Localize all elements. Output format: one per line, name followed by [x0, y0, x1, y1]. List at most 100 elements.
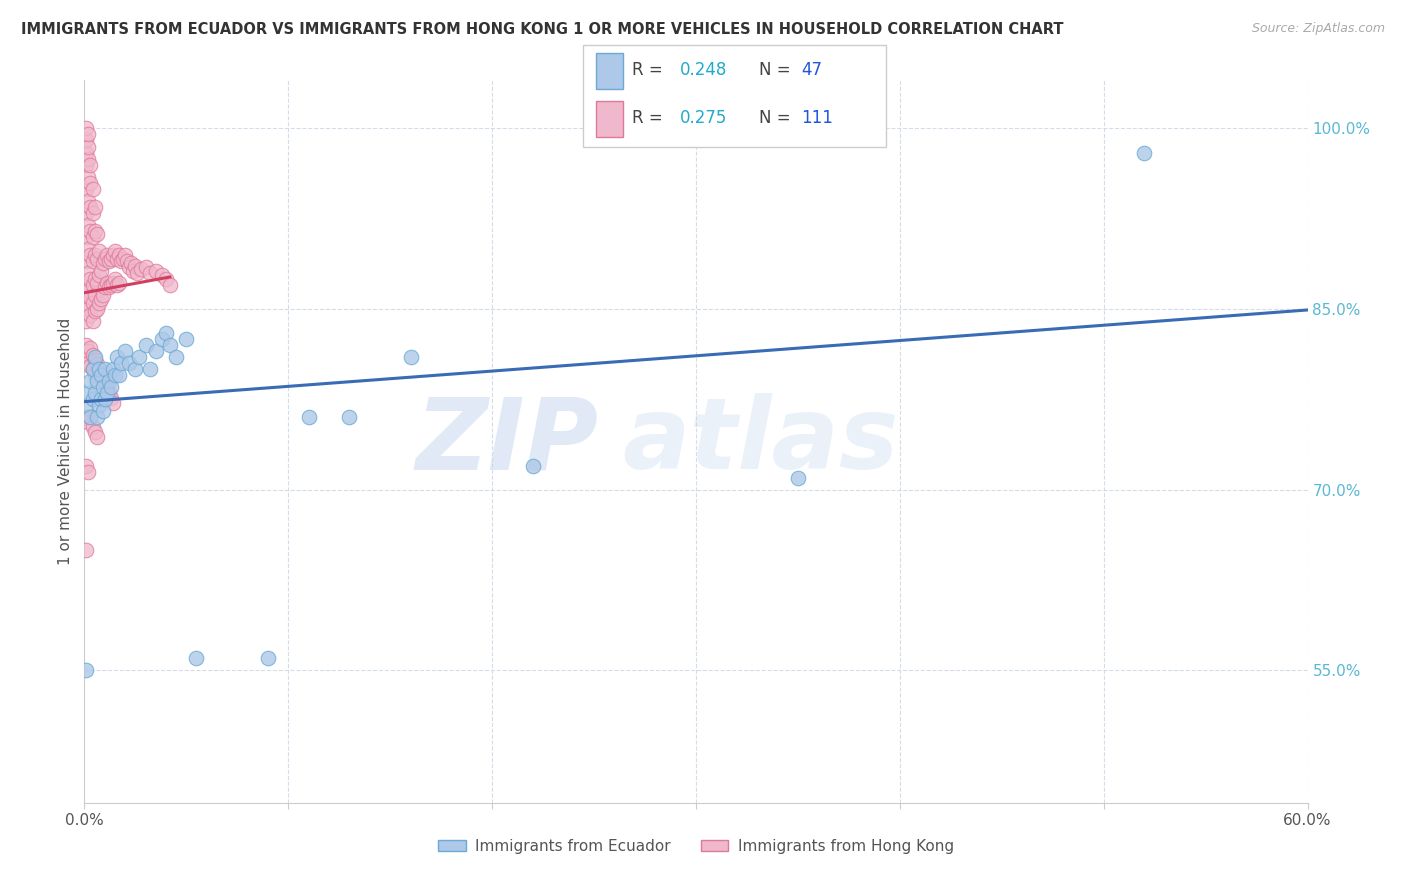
FancyBboxPatch shape — [596, 101, 623, 137]
Point — [77, 194, 100, 208]
Point — [87, 296, 110, 310]
Point — [83, 350, 105, 364]
Point — [77, 218, 100, 232]
Point — [75, 542, 97, 557]
Point — [75, 314, 97, 328]
Point — [150, 268, 173, 283]
Point — [186, 651, 208, 665]
Point — [75, 182, 97, 196]
Point — [114, 344, 136, 359]
Point — [96, 276, 118, 290]
Point — [77, 386, 100, 401]
Point — [174, 332, 197, 346]
Point — [339, 410, 361, 425]
Point — [91, 380, 114, 394]
Point — [75, 145, 97, 160]
Point — [77, 344, 100, 359]
Point — [75, 398, 97, 412]
Point — [82, 314, 104, 328]
Point — [83, 304, 105, 318]
Point — [399, 350, 422, 364]
Point — [86, 410, 108, 425]
Point — [83, 248, 105, 262]
Point — [108, 368, 131, 383]
Point — [110, 356, 132, 370]
Point — [75, 352, 97, 367]
Point — [104, 272, 127, 286]
Point — [79, 410, 101, 425]
Point — [79, 375, 101, 389]
Point — [122, 263, 145, 277]
Point — [96, 386, 118, 401]
Point — [79, 248, 101, 262]
Point — [77, 139, 100, 153]
Text: IMMIGRANTS FROM ECUADOR VS IMMIGRANTS FROM HONG KONG 1 OR MORE VEHICLES IN HOUSE: IMMIGRANTS FROM ECUADOR VS IMMIGRANTS FR… — [21, 22, 1063, 37]
Point — [150, 332, 173, 346]
Point — [118, 356, 141, 370]
Point — [90, 392, 112, 407]
Point — [77, 128, 100, 142]
Point — [96, 382, 118, 396]
Point — [75, 664, 97, 678]
Point — [131, 262, 153, 277]
Point — [138, 266, 160, 280]
Point — [155, 326, 177, 341]
Point — [86, 227, 108, 242]
Point — [77, 266, 100, 280]
Point — [135, 338, 157, 352]
Point — [145, 344, 167, 359]
Point — [135, 260, 157, 274]
Point — [86, 375, 108, 389]
Point — [75, 338, 97, 352]
Point — [87, 362, 110, 376]
Point — [82, 392, 104, 407]
Point — [77, 301, 100, 317]
Point — [75, 205, 97, 219]
Point — [105, 278, 128, 293]
Point — [75, 410, 97, 425]
Point — [82, 362, 104, 376]
Point — [83, 367, 105, 381]
Point — [82, 278, 104, 293]
Point — [75, 133, 97, 147]
FancyBboxPatch shape — [583, 45, 886, 147]
Point — [86, 252, 108, 266]
Point — [77, 465, 100, 479]
Point — [83, 224, 105, 238]
Point — [82, 420, 104, 434]
Point — [77, 242, 100, 256]
Point — [83, 287, 105, 301]
Point — [96, 248, 118, 262]
Point — [79, 308, 101, 322]
Point — [75, 254, 97, 268]
Point — [87, 244, 110, 259]
Point — [79, 224, 101, 238]
Point — [298, 410, 321, 425]
Point — [101, 248, 124, 262]
Point — [86, 358, 108, 372]
Point — [101, 362, 124, 376]
Point — [257, 651, 280, 665]
Point — [87, 398, 110, 412]
Point — [138, 362, 160, 376]
Point — [114, 248, 136, 262]
Point — [83, 272, 105, 286]
Text: atlas: atlas — [623, 393, 898, 490]
Point — [79, 176, 101, 190]
FancyBboxPatch shape — [596, 53, 623, 88]
Point — [100, 391, 122, 405]
Point — [75, 458, 97, 473]
Point — [90, 293, 112, 307]
Point — [75, 158, 97, 172]
Point — [75, 278, 97, 293]
Point — [87, 362, 110, 376]
Point — [101, 396, 124, 410]
Point — [91, 372, 114, 386]
Point — [75, 121, 97, 136]
Point — [159, 338, 181, 352]
Point — [77, 152, 100, 166]
Point — [124, 259, 146, 273]
Point — [787, 471, 810, 485]
Text: 0.275: 0.275 — [681, 110, 727, 128]
Point — [155, 272, 177, 286]
